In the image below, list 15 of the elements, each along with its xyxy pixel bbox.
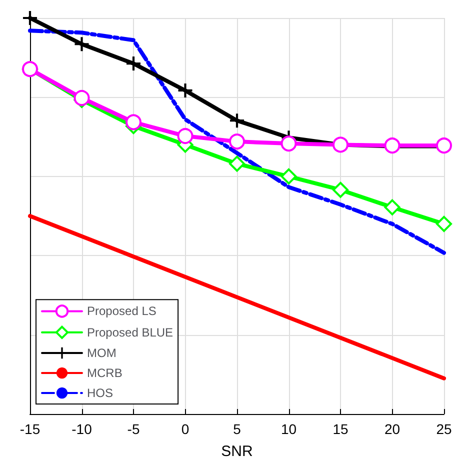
x-tick-label: 25 [436,421,452,437]
legend-label: MOM [87,346,116,360]
legend-label: MCRB [87,366,122,380]
legend-label: HOS [87,386,114,400]
x-tick-label: 0 [181,421,190,437]
legend-label: Proposed BLUE [87,325,174,340]
x-tick-label: -15 [20,421,40,437]
x-tick-label: 10 [280,421,297,437]
legend-label: Proposed LS [87,304,156,318]
x-tick-label: 15 [332,421,348,437]
x-tick-label: 5 [233,421,242,437]
x-axis-title: SNR [221,443,253,460]
x-tick-label: -5 [127,421,140,437]
x-tick-label: 20 [384,421,400,437]
x-tick-label: -10 [72,421,92,437]
